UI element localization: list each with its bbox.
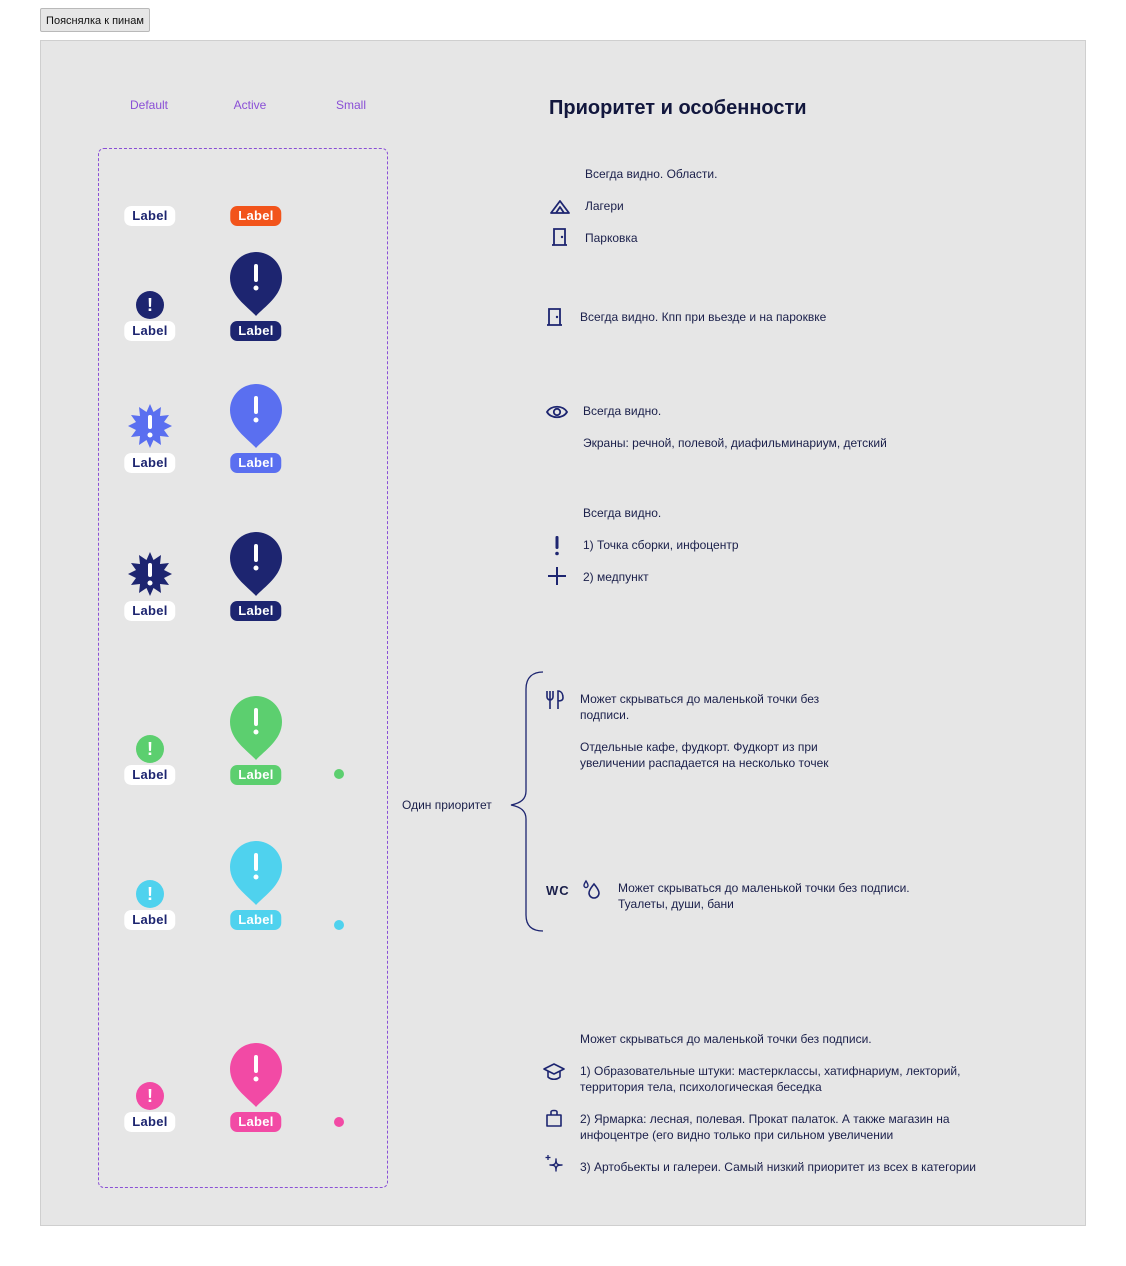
pin-small-cyan-dot[interactable]	[334, 920, 344, 930]
pin-default-green-circle-icon[interactable]: !	[136, 735, 164, 763]
areas-heading: Всегда видно. Области.	[585, 167, 718, 181]
pin-default-navy-circle-icon[interactable]: !	[136, 291, 164, 319]
brace-label: Один приоритет	[402, 798, 492, 812]
pin-active-cyan-drop-icon[interactable]	[230, 841, 282, 907]
exclamation-icon	[555, 536, 559, 556]
camps-label: Лагери	[585, 199, 624, 213]
pin-active-green-label[interactable]: Label	[230, 765, 282, 785]
edu-heading: Может скрываться до маленькой точки без …	[580, 1032, 872, 1046]
assembly-item2: 2) медпункт	[583, 570, 649, 584]
pin-default-pink-circle-icon[interactable]: !	[136, 1082, 164, 1110]
canvas-frame: Default Active Small Label Label ! Label…	[40, 40, 1086, 1226]
pin-default-cyan-circle-icon[interactable]: !	[136, 880, 164, 908]
fork-knife-icon	[546, 690, 564, 709]
wc-line2: Туалеты, души, бани	[618, 897, 734, 911]
edu-item2-line2: инфоцентре (его видно только при сильном…	[580, 1128, 894, 1142]
screens-heading: Всегда видно.	[583, 404, 662, 418]
edu-item2-line1: 2) Ярмарка: лесная, полевая. Прокат пала…	[580, 1112, 950, 1126]
parking-label: Парковка	[585, 231, 638, 245]
column-small-header: Small	[335, 98, 366, 112]
food-line4: увеличении распадается на несколько точе…	[580, 756, 829, 770]
explainer-button[interactable]: Пояснялка к пинам	[40, 8, 150, 32]
pin-active-navy2-label[interactable]: Label	[230, 601, 282, 621]
food-line1: Может скрываться до маленькой точки без	[580, 692, 820, 706]
kpp-text: Всегда видно. Кпп при вьезде и на парокв…	[580, 310, 827, 324]
tent-icon	[550, 200, 570, 214]
edu-item1-line2: территория тела, психологическая беседка	[580, 1080, 822, 1094]
pins-variants-box	[98, 148, 388, 1188]
door-icon	[547, 308, 562, 326]
pin-small-green-dot[interactable]	[334, 769, 344, 779]
food-line3: Отдельные кафе, фудкорт. Фудкорт из при	[580, 740, 818, 754]
wc-icon: WC	[546, 883, 570, 898]
pin-active-area-label[interactable]: Label	[230, 206, 282, 226]
pin-default-navy-star-icon[interactable]	[128, 552, 172, 596]
pin-small-pink-dot[interactable]	[334, 1117, 344, 1127]
food-line2: подписи.	[580, 708, 630, 722]
pin-active-green-drop-icon[interactable]	[230, 696, 282, 762]
pin-default-navy-label[interactable]: Label	[124, 321, 176, 341]
pin-active-navy-label[interactable]: Label	[230, 321, 282, 341]
pin-active-cyan-label[interactable]: Label	[230, 910, 282, 930]
assembly-item1: 1) Точка сборки, инфоцентр	[583, 538, 739, 552]
pin-default-blue-star-icon[interactable]	[128, 404, 172, 448]
pin-default-pink-label[interactable]: Label	[124, 1112, 176, 1132]
pin-default-cyan-label[interactable]: Label	[124, 910, 176, 930]
column-active-header: Active	[233, 98, 267, 112]
pin-active-blue-drop-icon[interactable]	[230, 384, 282, 450]
eye-icon	[546, 405, 568, 419]
door-icon	[552, 228, 567, 246]
pin-active-navy2-drop-icon[interactable]	[230, 532, 282, 598]
sparkles-icon	[545, 1155, 563, 1172]
edu-item1-line1: 1) Образовательные штуки: мастерклассы, …	[580, 1064, 961, 1078]
edu-item3: 3) Артобьекты и галереи. Самый низкий пр…	[580, 1160, 976, 1174]
assembly-heading: Всегда видно.	[583, 506, 662, 520]
pin-default-blue-label[interactable]: Label	[124, 453, 176, 473]
page-title: Приоритет и особенности	[549, 97, 807, 119]
pin-default-area-label[interactable]: Label	[124, 206, 176, 226]
pin-default-navy2-label[interactable]: Label	[124, 601, 176, 621]
pin-active-blue-label[interactable]: Label	[230, 453, 282, 473]
column-default-header: Default	[129, 98, 169, 112]
water-drops-icon	[583, 879, 600, 899]
wc-line1: Может скрываться до маленькой точки без …	[618, 881, 910, 895]
pin-active-pink-label[interactable]: Label	[230, 1112, 282, 1132]
pin-active-pink-drop-icon[interactable]	[230, 1043, 282, 1109]
pin-active-navy-drop-icon[interactable]	[230, 252, 282, 318]
graduation-cap-icon	[543, 1063, 565, 1081]
pin-default-green-label[interactable]: Label	[124, 765, 176, 785]
shopping-bag-icon	[546, 1109, 562, 1127]
plus-icon	[548, 567, 566, 585]
screens-text: Экраны: речной, полевой, диафильминариум…	[583, 436, 887, 450]
brace-icon	[510, 671, 544, 932]
